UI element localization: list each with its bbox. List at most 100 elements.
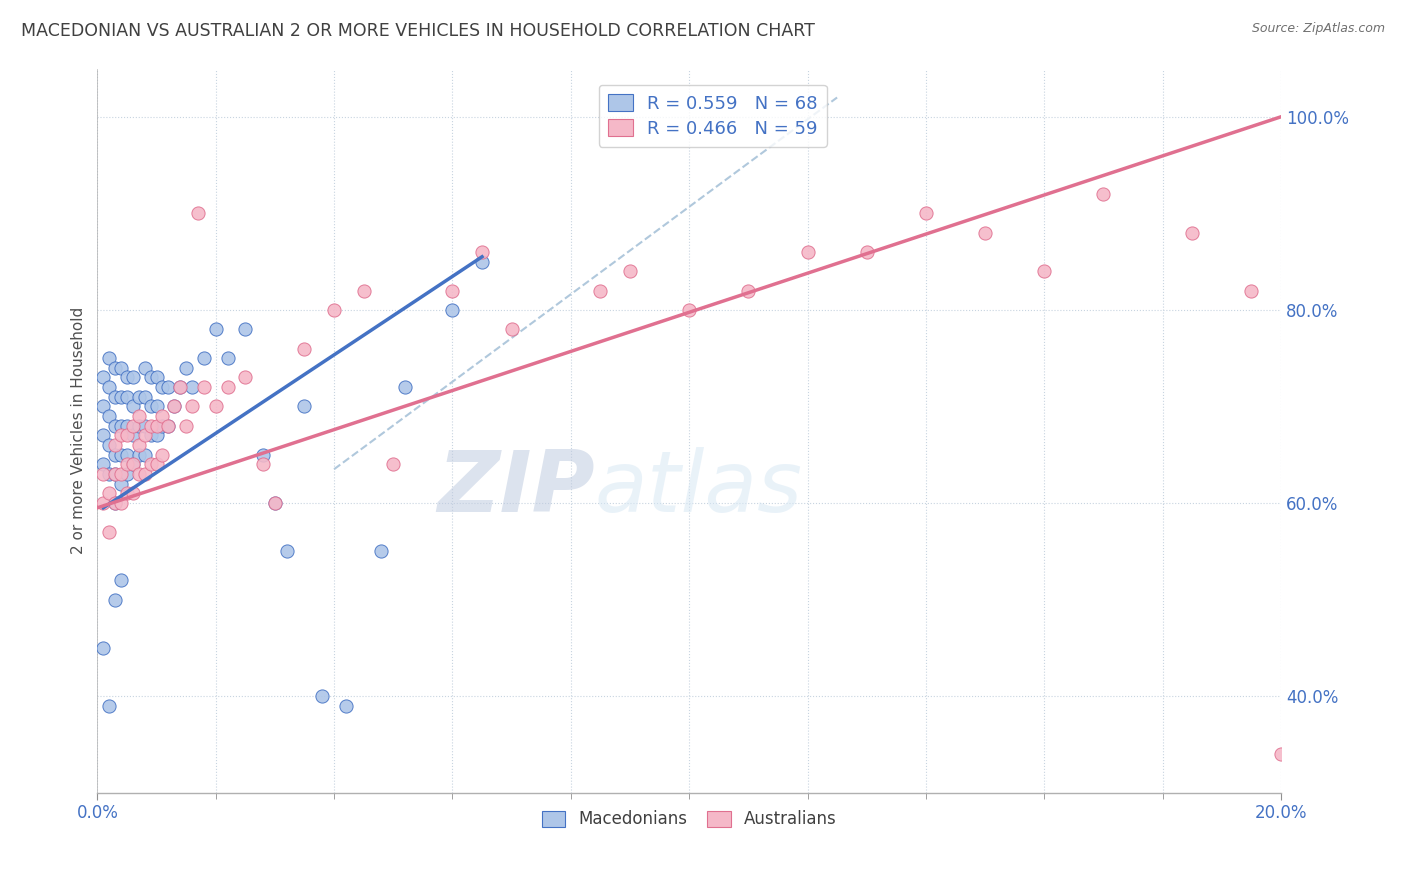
Point [145, 458, 167, 472]
Point [110, 496, 132, 510]
Point [110, 360, 132, 375]
Point [145, 370, 167, 384]
Point [139, 418, 162, 433]
Point [121, 418, 143, 433]
Point [139, 458, 162, 472]
Point [104, 496, 127, 510]
Point [181, 380, 204, 394]
Point [335, 698, 357, 713]
Point [1270, 747, 1292, 761]
Point [104, 467, 127, 481]
Point [91, 640, 114, 655]
Text: MACEDONIAN VS AUSTRALIAN 2 OR MORE VEHICLES IN HOUSEHOLD CORRELATION CHART: MACEDONIAN VS AUSTRALIAN 2 OR MORE VEHIC… [21, 22, 815, 40]
Point [233, 322, 256, 336]
Point [441, 302, 464, 317]
Point [134, 418, 156, 433]
Point [121, 400, 143, 414]
Point [128, 390, 150, 404]
Point [134, 390, 156, 404]
Point [121, 370, 143, 384]
Point [294, 342, 316, 356]
Point [471, 244, 494, 259]
Point [91, 496, 114, 510]
Point [98, 409, 121, 423]
Point [471, 254, 494, 268]
Point [104, 496, 127, 510]
Point [217, 380, 239, 394]
Point [163, 400, 186, 414]
Point [370, 544, 392, 558]
Point [98, 524, 121, 539]
Point [169, 380, 191, 394]
Point [174, 418, 197, 433]
Point [139, 400, 162, 414]
Point [98, 438, 121, 452]
Point [91, 370, 114, 384]
Point [134, 448, 156, 462]
Point [1092, 187, 1115, 202]
Point [104, 418, 127, 433]
Point [152, 380, 174, 394]
Point [382, 458, 405, 472]
Point [152, 409, 174, 423]
Point [145, 400, 167, 414]
Text: Source: ZipAtlas.com: Source: ZipAtlas.com [1251, 22, 1385, 36]
Point [104, 390, 127, 404]
Point [134, 467, 156, 481]
Point [98, 467, 121, 481]
Point [619, 264, 641, 278]
Point [737, 284, 759, 298]
Point [501, 322, 523, 336]
Point [193, 351, 215, 366]
Point [169, 380, 191, 394]
Point [104, 592, 127, 607]
Point [187, 206, 209, 220]
Point [264, 496, 287, 510]
Point [233, 370, 256, 384]
Y-axis label: 2 or more Vehicles in Household: 2 or more Vehicles in Household [72, 307, 86, 554]
Point [1033, 264, 1056, 278]
Point [128, 418, 150, 433]
Point [139, 370, 162, 384]
Point [311, 689, 333, 703]
Point [204, 322, 226, 336]
Point [98, 486, 121, 500]
Point [91, 458, 114, 472]
Point [128, 448, 150, 462]
Point [104, 448, 127, 462]
Point [157, 380, 180, 394]
Point [134, 360, 156, 375]
Point [98, 351, 121, 366]
Point [115, 428, 138, 442]
Point [152, 418, 174, 433]
Point [104, 467, 127, 481]
Point [157, 418, 180, 433]
Point [252, 458, 274, 472]
Point [104, 438, 127, 452]
Text: atlas: atlas [595, 447, 803, 530]
Point [121, 458, 143, 472]
Point [163, 400, 186, 414]
Point [110, 448, 132, 462]
Point [110, 418, 132, 433]
Point [121, 458, 143, 472]
Point [796, 244, 818, 259]
Point [98, 698, 121, 713]
Point [252, 448, 274, 462]
Point [110, 390, 132, 404]
Point [128, 467, 150, 481]
Point [98, 380, 121, 394]
Point [115, 458, 138, 472]
Point [915, 206, 938, 220]
Point [204, 400, 226, 414]
Point [1181, 226, 1204, 240]
Point [323, 302, 346, 317]
Point [855, 244, 877, 259]
Point [193, 380, 215, 394]
Point [128, 438, 150, 452]
Point [157, 418, 180, 433]
Point [110, 467, 132, 481]
Point [1240, 284, 1263, 298]
Point [134, 428, 156, 442]
Point [115, 370, 138, 384]
